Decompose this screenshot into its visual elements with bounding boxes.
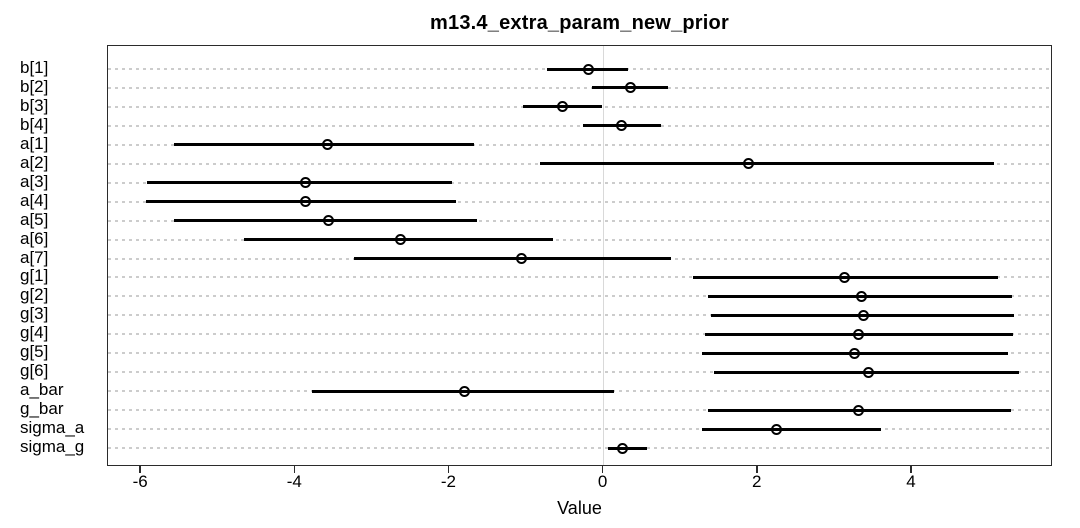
param-label: a[6]: [20, 228, 49, 248]
x-tick-label: 2: [752, 472, 762, 491]
point-estimate-circle: [743, 158, 755, 170]
x-axis-title: Value: [557, 498, 602, 518]
interval-line: [147, 181, 452, 185]
param-label: b[1]: [20, 58, 49, 77]
param-label: a_bar: [20, 380, 64, 400]
point-estimate-circle: [299, 177, 311, 189]
row-gridline: [108, 295, 1051, 298]
row-gridline: [108, 86, 1051, 89]
param-label: a[7]: [20, 247, 49, 267]
row-gridline: [108, 447, 1051, 449]
point-estimate-circle: [617, 442, 629, 454]
point-estimate-circle: [615, 120, 627, 132]
point-estimate-circle: [849, 347, 861, 359]
x-axis-tick: [293, 466, 296, 473]
row-gridline: [108, 428, 1051, 431]
param-label: a[2]: [20, 152, 49, 172]
param-label: a[3]: [20, 171, 49, 191]
point-estimate-circle: [770, 423, 782, 435]
param-label: b[4]: [20, 114, 49, 134]
param-label: g[6]: [20, 361, 49, 381]
point-estimate-circle: [299, 196, 311, 208]
x-tick-label: -2: [440, 472, 457, 491]
point-estimate-circle: [556, 101, 568, 113]
param-label: a[5]: [20, 209, 49, 229]
param-label: g[4]: [20, 323, 49, 343]
row-gridline: [108, 124, 1051, 127]
row-gridline: [108, 276, 1051, 279]
param-label: sigma_a: [20, 418, 85, 438]
x-axis-tick: [756, 466, 758, 473]
x-tick-label: 0: [597, 472, 608, 491]
chart-title: m13.4_extra_param_new_prior: [430, 12, 729, 34]
point-estimate-circle: [853, 404, 865, 416]
x-axis-tick: [139, 466, 141, 473]
point-estimate-circle: [625, 82, 637, 94]
param-label: b[2]: [20, 76, 49, 96]
point-estimate-circle: [322, 139, 334, 151]
param-label: g[1]: [20, 266, 49, 286]
x-axis-tick: [447, 466, 450, 473]
zero-reference-line: [602, 46, 605, 465]
row-gridline: [108, 143, 1051, 146]
row-gridline: [108, 219, 1051, 222]
point-estimate-circle: [839, 271, 851, 283]
row-gridline: [108, 409, 1051, 412]
row-gridline: [108, 238, 1051, 241]
point-estimate-circle: [458, 385, 470, 397]
point-estimate-circle: [322, 215, 334, 227]
point-estimate-circle: [516, 253, 528, 264]
x-axis-tick: [910, 466, 912, 473]
point-estimate-circle: [856, 290, 868, 302]
row-gridline: [108, 314, 1051, 317]
point-estimate-circle: [395, 234, 407, 246]
param-label: g_bar: [20, 399, 64, 419]
x-tick-label: -4: [286, 472, 302, 491]
row-gridline: [108, 181, 1051, 184]
param-label: g[2]: [20, 285, 49, 305]
x-tick-label: -6: [132, 472, 148, 491]
param-label: a[4]: [20, 190, 49, 210]
point-estimate-circle: [862, 366, 874, 378]
row-gridline: [108, 333, 1051, 336]
param-label: sigma_g: [20, 437, 85, 456]
param-label: g[3]: [20, 304, 49, 324]
point-estimate-circle: [853, 328, 865, 340]
param-label: a[1]: [20, 133, 49, 153]
interval-line: [701, 427, 882, 431]
row-gridline: [108, 200, 1051, 203]
plot-area: [107, 45, 1052, 466]
x-tick-label: 4: [906, 472, 916, 491]
param-label: g[5]: [20, 342, 49, 362]
x-axis-tick: [601, 466, 604, 473]
row-gridline: [108, 371, 1051, 374]
point-estimate-circle: [857, 309, 869, 321]
point-estimate-circle: [583, 63, 595, 75]
interval-line: [539, 162, 994, 166]
interval-line: [353, 257, 672, 260]
row-gridline: [108, 352, 1051, 355]
param-label: b[3]: [20, 95, 49, 115]
